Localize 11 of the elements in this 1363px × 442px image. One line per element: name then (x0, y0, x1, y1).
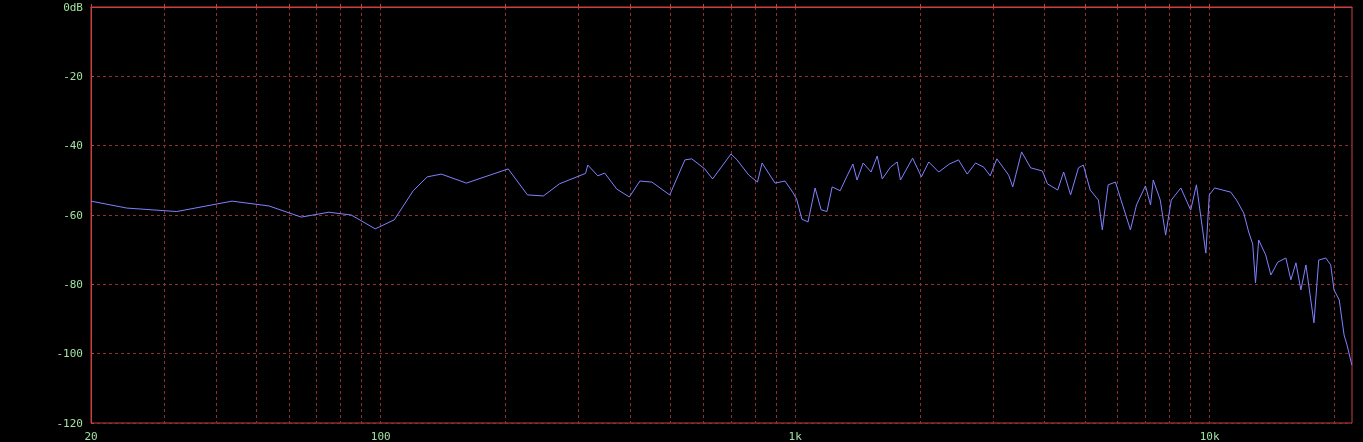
y-tick-label: -80 (63, 277, 83, 291)
y-tick-label: -60 (63, 208, 83, 222)
y-tick-label: -40 (63, 139, 83, 153)
x-tick-label: 100 (370, 430, 391, 442)
y-tick-label: -120 (56, 416, 83, 430)
y-tick-label: -20 (63, 69, 83, 83)
x-tick-label: 1k (788, 430, 803, 442)
y-tick-label: -100 (56, 347, 83, 361)
x-tick-label: 20 (84, 430, 98, 442)
x-tick-label: 10k (1199, 430, 1220, 442)
y-tick-label: 0dB (63, 0, 84, 14)
